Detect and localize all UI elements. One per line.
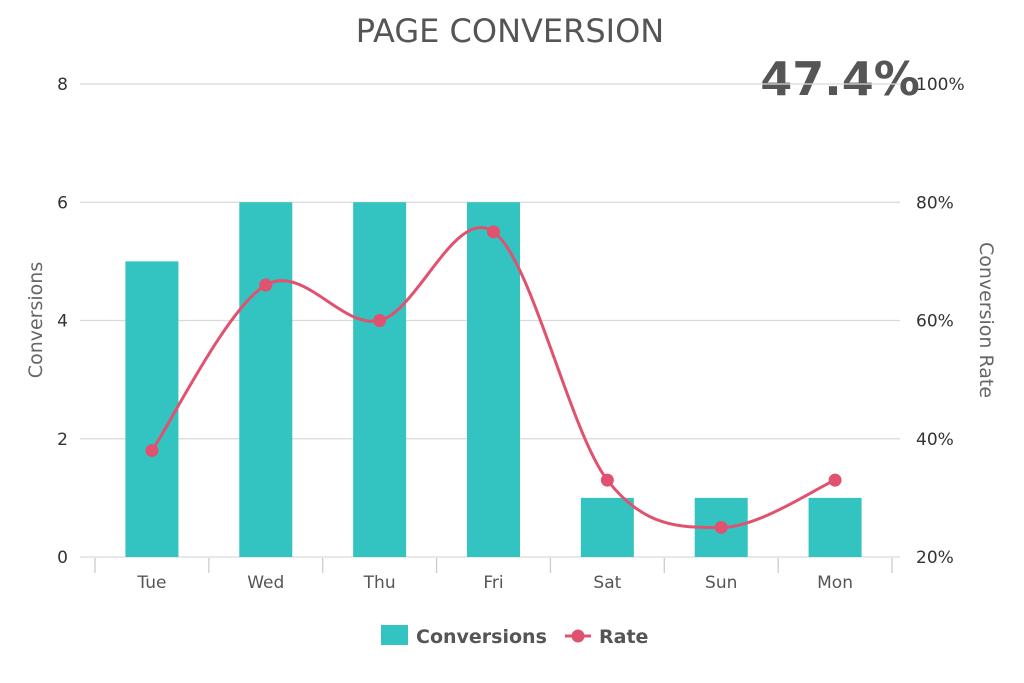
legend-label-rate: Rate [599, 626, 648, 648]
legend-marker-rate [571, 629, 585, 643]
y2-tick-label: 100% [916, 75, 965, 95]
rate-point [259, 278, 273, 292]
rate-point [714, 520, 728, 534]
y2-tick-label: 80% [916, 193, 954, 213]
rate-point [828, 473, 842, 487]
y-tick-label: 0 [57, 548, 68, 568]
y-axis-title: Conversions [25, 262, 47, 378]
x-tick-label: Tue [136, 573, 166, 593]
chart-title: PAGE CONVERSION [356, 12, 664, 50]
x-axis: Tue Wed Thu Fri Sat Sun Mon [94, 558, 893, 593]
legend-swatch-conversions [381, 625, 408, 645]
rate-point [487, 225, 500, 239]
y-axis-right-ticks: 20% 40% 60% 80% 100% [916, 75, 965, 568]
y2-axis-title: Conversion Rate [975, 242, 997, 398]
bar [353, 202, 407, 557]
bar [808, 497, 862, 557]
rate-line [145, 225, 842, 534]
rate-point [600, 473, 614, 487]
y2-tick-label: 40% [916, 430, 954, 450]
y-axis-left-ticks: 0 2 4 6 8 [57, 75, 68, 568]
y-tick-label: 4 [57, 312, 68, 332]
y-tick-label: 8 [57, 75, 68, 95]
x-tick-label: Thu [363, 573, 396, 593]
x-tick-label: Wed [247, 573, 284, 593]
y-tick-label: 6 [57, 193, 68, 213]
x-tick-label: Sat [593, 573, 621, 593]
bar [580, 497, 634, 557]
y2-tick-label: 20% [916, 548, 954, 568]
y-tick-label: 2 [57, 430, 68, 450]
x-tick-label: Fri [483, 573, 503, 593]
y2-tick-label: 60% [916, 312, 954, 332]
legend: Conversions Rate [381, 625, 648, 648]
bar [125, 261, 179, 557]
rate-point [145, 444, 159, 458]
x-tick-label: Mon [817, 573, 853, 593]
rate-point [373, 314, 387, 327]
x-tick-label: Sun [705, 573, 737, 593]
legend-label-conversions: Conversions [416, 626, 547, 648]
conversions-bars [125, 202, 862, 557]
bar [239, 202, 293, 557]
bar [467, 202, 520, 557]
kpi-value: 47.4% [760, 52, 920, 106]
